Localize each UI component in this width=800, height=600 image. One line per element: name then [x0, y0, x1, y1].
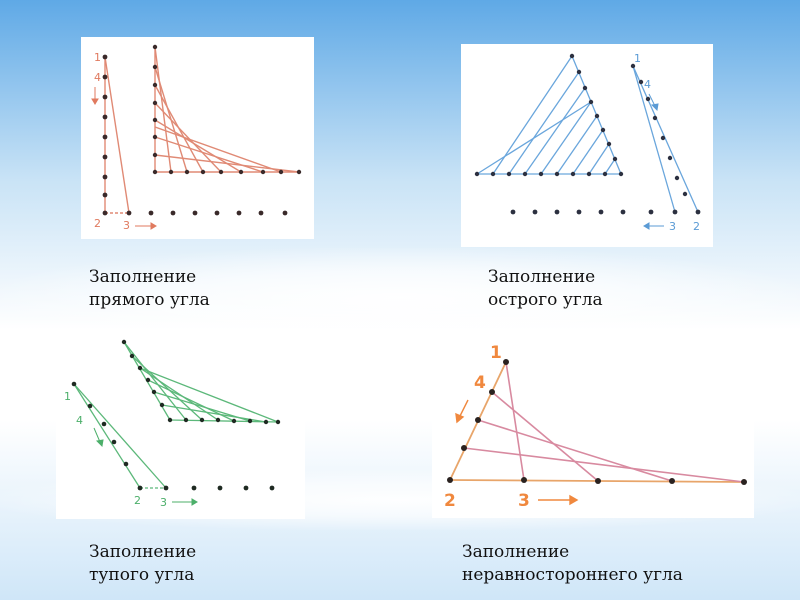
right-angle-diagram: 1 4 2 3: [91, 44, 302, 232]
caption-line2: неравностороннего угла: [462, 565, 683, 585]
caption-line1: Заполнение: [488, 267, 596, 287]
caption-line2: острого угла: [488, 290, 603, 310]
point-label-2: 2: [94, 217, 101, 230]
point-label-1: 1: [94, 51, 101, 64]
caption-scalene-angle: Заполнение неравностороннего угла: [462, 541, 683, 587]
point-label-3: 3: [160, 496, 167, 509]
arrow-down-icon-head: [95, 439, 104, 448]
caption-line1: Заполнение: [89, 267, 197, 287]
point-label-3: 3: [669, 220, 676, 233]
point-label-4: 4: [94, 71, 101, 84]
point-label-4: 4: [644, 78, 651, 91]
scalene-angle-diagram: 1 4 2 3: [444, 343, 747, 511]
scalene-angle-panel: 1 4 2 3: [432, 330, 754, 518]
arrow-right-icon-head: [191, 498, 198, 506]
caption-line1: Заполнение: [89, 542, 197, 562]
arrow-down-icon-head: [91, 98, 99, 105]
point-label-2: 2: [693, 220, 700, 233]
point-label-1: 1: [64, 390, 71, 403]
obtuse-angle-panel: 1 4 2 3: [56, 330, 305, 519]
arrow-right-icon-head: [569, 494, 579, 506]
right-angle-panel: 1 4 2 3: [81, 37, 314, 239]
caption-right-angle: Заполнение прямого угла: [89, 266, 210, 312]
point-label-3: 3: [123, 219, 130, 232]
caption-obtuse-angle: Заполнение тупого угла: [89, 541, 196, 587]
point-label-1: 1: [634, 52, 641, 65]
acute-angle-panel: 1 4 3 2: [461, 44, 713, 247]
point-label-2: 2: [444, 491, 456, 511]
caption-acute-angle: Заполнение острого угла: [488, 266, 603, 312]
caption-line2: прямого угла: [89, 290, 210, 310]
point-label-3: 3: [518, 491, 530, 511]
point-label-2: 2: [134, 494, 141, 507]
arrow-down-icon-head: [650, 103, 659, 112]
arrow-left-icon-head: [643, 222, 650, 230]
arrow-down-icon-head: [455, 412, 465, 424]
caption-line2: тупого угла: [89, 565, 195, 585]
arrow-down-icon: [459, 399, 469, 417]
obtuse-angle-diagram: 1 4 2 3: [64, 339, 281, 509]
acute-angle-diagram: 1 4 3 2: [474, 52, 701, 233]
point-label-4: 4: [76, 414, 83, 427]
arrow-down-icon: [648, 93, 656, 107]
caption-line1: Заполнение: [462, 542, 570, 562]
arrow-down-icon: [93, 427, 101, 443]
point-label-1: 1: [490, 343, 502, 363]
arrow-right-icon-head: [150, 222, 157, 230]
point-label-4: 4: [474, 373, 486, 393]
